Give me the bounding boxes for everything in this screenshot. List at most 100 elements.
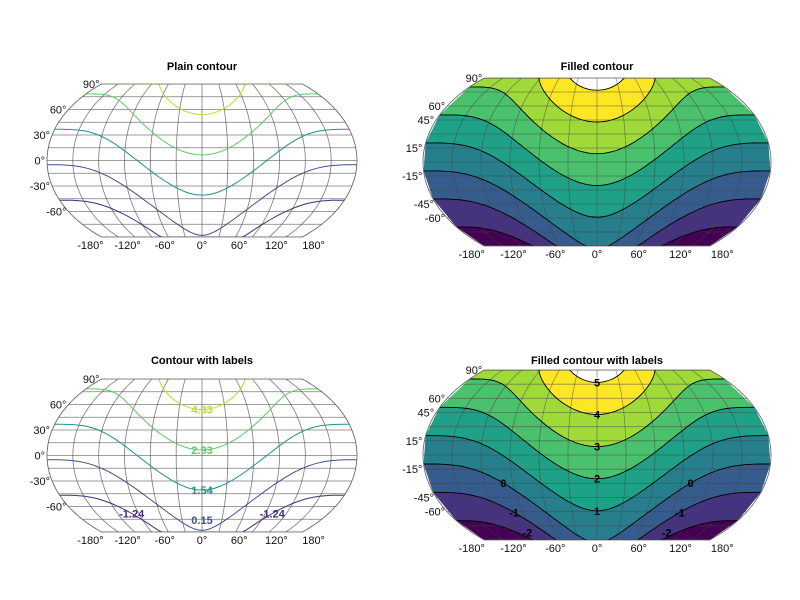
lat-tick-label: 90° (466, 365, 483, 377)
meridian-gridline (509, 78, 541, 246)
lat-tick-label: -45° (414, 199, 434, 211)
lon-tick-label: 120° (669, 543, 692, 555)
lat-tick-label: -30° (30, 181, 50, 193)
contour-band (423, 170, 771, 246)
contour-label: -1.24 (260, 508, 286, 520)
meridian-gridline (634, 370, 656, 540)
lat-tick-label: 0° (34, 451, 45, 463)
contour-line (456, 226, 738, 246)
lat-tick-label: -30° (30, 476, 50, 488)
meridian-gridline (690, 78, 743, 246)
panel-1: Plain contour 90° 60° 30° 0° -30° -60° -180° -12… (30, 61, 358, 252)
map-outline (46, 83, 358, 238)
contour-label: -1 (509, 507, 519, 519)
lat-tick-label: 45° (417, 115, 434, 127)
map-outline (422, 77, 772, 247)
contour-line (425, 435, 769, 512)
contour-line (484, 370, 710, 415)
contour-label: 2.93 (191, 445, 212, 457)
lon-tick-label: 60° (231, 240, 248, 252)
meridian-gridline (538, 370, 560, 540)
meridian-gridline (615, 78, 627, 246)
map-area (423, 370, 771, 540)
meridian-gridline (98, 379, 136, 532)
lat-tick-label: 60° (50, 105, 67, 117)
lon-tick-label: 0° (592, 249, 603, 261)
contour-line (433, 198, 761, 246)
lon-tick-label: 120° (265, 240, 288, 252)
lat-tick-label: 30° (33, 425, 50, 437)
meridian-gridline (285, 379, 332, 532)
contour-band (469, 370, 725, 447)
meridian-gridline (149, 84, 169, 237)
lat-tick-label: 90° (466, 73, 483, 85)
lon-tick-label: -180° (77, 535, 103, 547)
contour-label: -1 (675, 507, 685, 519)
meridian-gridline (285, 84, 332, 237)
contour-line (484, 78, 710, 91)
lon-tick-label: 0° (197, 240, 208, 252)
contour-band (433, 492, 761, 540)
map-area (47, 84, 357, 237)
panel-2: Filled contour 90° 60° 45° 15° -15° -45° -60° -1… (402, 61, 772, 261)
meridian-gridline (72, 84, 119, 237)
meridian-gridline (653, 370, 685, 540)
contour-label: 0.15 (191, 515, 212, 527)
meridian-gridline (72, 379, 119, 532)
meridian-gridline (690, 370, 743, 540)
contour-label: 2 (594, 474, 600, 486)
map-outline (46, 378, 358, 533)
lon-tick-label: 120° (669, 249, 692, 261)
contour-label: -2 (523, 527, 533, 539)
lon-tick-label: -180° (459, 543, 485, 555)
contour-line (59, 494, 345, 532)
lon-tick-label: 60° (630, 249, 647, 261)
meridian-gridline (615, 370, 627, 540)
meridian-gridline (634, 78, 656, 246)
meridian-gridline (98, 84, 136, 237)
contour-label: 4.33 (191, 404, 212, 416)
lon-tick-label: 60° (231, 535, 248, 547)
contour-line (423, 463, 771, 540)
lat-tick-label: -60° (425, 213, 445, 225)
meridian-gridline (567, 370, 579, 540)
contour-line (469, 86, 725, 155)
contour-line (423, 170, 771, 246)
meridian-gridline (451, 370, 504, 540)
contour-line (425, 142, 769, 218)
meridian-gridline (235, 379, 255, 532)
contour-line (456, 520, 738, 540)
meridian-gridline (671, 78, 714, 246)
lat-tick-label: -15° (402, 464, 422, 476)
lon-tick-label: -180° (459, 249, 485, 261)
chart-title: Filled contour with labels (531, 355, 663, 367)
lat-tick-label: 0° (34, 156, 45, 168)
contour-line (101, 84, 303, 116)
meridian-gridline (251, 84, 280, 237)
meridian-gridline (268, 84, 306, 237)
meridian-gridline (175, 84, 186, 237)
lon-tick-label: 180° (302, 240, 325, 252)
lon-tick-label: -60° (155, 240, 175, 252)
meridian-gridline (124, 84, 153, 237)
meridian-gridline (149, 379, 169, 532)
contour-label: -1.24 (119, 508, 145, 520)
meridian-gridline (124, 379, 153, 532)
meridian-gridline (653, 78, 685, 246)
contour-line (59, 199, 345, 237)
meridian-gridline (509, 370, 541, 540)
chart-title: Filled contour (561, 61, 634, 73)
meridian-gridline (235, 84, 255, 237)
contour-band (439, 379, 755, 479)
meridian-gridline (218, 84, 229, 237)
lon-tick-label: 120° (265, 535, 288, 547)
meridian-gridline (451, 78, 504, 246)
meridian-gridline (671, 370, 714, 540)
contour-label: 0 (500, 478, 506, 490)
contour-line (86, 93, 318, 156)
lat-tick-label: 30° (33, 130, 50, 142)
lat-tick-label: 90° (83, 79, 100, 91)
lon-tick-label: -120° (114, 240, 140, 252)
meridian-gridline (218, 379, 229, 532)
lat-tick-label: -60° (425, 507, 445, 519)
